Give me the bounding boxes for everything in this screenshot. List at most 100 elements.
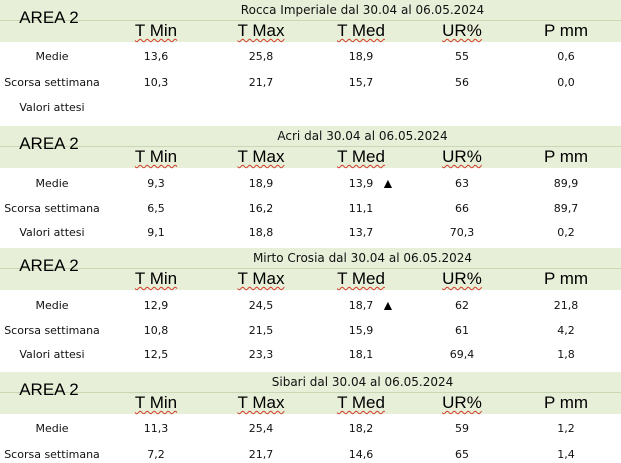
header-divider (0, 20, 621, 21)
column-header: T Min (111, 269, 201, 289)
table-cell: 21,7 (248, 448, 274, 461)
block-header (0, 0, 621, 42)
column-header: T Med (311, 393, 411, 413)
table-cell: 9,3 (147, 177, 165, 190)
table-cell: 18,9 (348, 50, 374, 63)
column-header: UR% (422, 21, 502, 41)
table-cell: 59 (455, 422, 469, 435)
column-header-text: T Min (134, 21, 178, 40)
table-cell: 10,8 (143, 324, 169, 337)
column-header-text: T Med (337, 393, 385, 412)
table-cell: 9,1 (147, 226, 165, 239)
column-header: P mm (526, 393, 606, 413)
area-label: AREA 2 (19, 380, 79, 399)
column-header-text: T Min (134, 147, 178, 166)
column-header: P mm (526, 269, 606, 289)
table-cell: 18,8 (248, 226, 274, 239)
column-header: T Max (211, 269, 311, 289)
column-header-text: T Med (337, 269, 385, 288)
report-block: AREA 2 Acri dal 30.04 al 06.05.2024 T Min T… (0, 126, 621, 248)
table-cell: 6,5 (147, 202, 165, 215)
column-header-text: P mm (543, 269, 589, 288)
table-cell: 11,3 (143, 422, 169, 435)
table-cell: 21,5 (248, 324, 274, 337)
table-cell: 15,7 (348, 76, 374, 89)
area-label: AREA 2 (19, 256, 79, 275)
table-cell: 63 (455, 177, 469, 190)
row-label: Scorsa settimana (4, 202, 100, 215)
column-header-text: P mm (543, 393, 589, 412)
table-cell: 24,5 (248, 299, 274, 312)
table-cell: 69,4 (449, 348, 475, 361)
column-header: P mm (526, 21, 606, 41)
row-label: Medie (35, 422, 69, 435)
table-cell: 65 (455, 448, 469, 461)
block-header (0, 372, 621, 414)
column-header-text: T Max (237, 269, 285, 288)
row-label: Scorsa settimana (4, 448, 100, 461)
table-cell: 0,0 (557, 76, 575, 89)
column-header-text: T Max (237, 393, 285, 412)
table-cell: 4,2 (557, 324, 575, 337)
table-cell: 10,3 (143, 76, 169, 89)
table-cell: 55 (455, 50, 469, 63)
table-cell: 1,2 (557, 422, 575, 435)
table-cell: 21,8 (553, 299, 579, 312)
table-cell: 56 (455, 76, 469, 89)
column-header-text: T Min (134, 269, 178, 288)
column-header-text: T Min (134, 393, 178, 412)
table-cell: 89,9 (553, 177, 579, 190)
block-header (0, 248, 621, 290)
block-title: Mirto Crosia dal 30.04 al 06.05.2024 (252, 251, 473, 265)
column-header-text: T Max (237, 21, 285, 40)
column-header: T Min (111, 21, 201, 41)
table-cell: 7,2 (147, 448, 165, 461)
column-header-text: P mm (543, 147, 589, 166)
row-label: Valori attesi (19, 101, 85, 114)
table-cell: 25,4 (248, 422, 274, 435)
column-header-text: T Max (237, 147, 285, 166)
column-header: T Min (111, 393, 201, 413)
column-header: UR% (422, 393, 502, 413)
block-title: Acri dal 30.04 al 06.05.2024 (277, 129, 448, 143)
table-cell: 18,2 (348, 422, 374, 435)
column-header: UR% (422, 269, 502, 289)
table-cell: 89,7 (553, 202, 579, 215)
row-label: Medie (35, 50, 69, 63)
column-header-text: UR% (442, 393, 482, 412)
area-label: AREA 2 (19, 8, 79, 27)
table-cell: 14,6 (348, 448, 374, 461)
column-header: T Med (311, 147, 411, 167)
column-header: T Max (211, 147, 311, 167)
block-header (0, 126, 621, 168)
table-cell: 23,3 (248, 348, 274, 361)
column-header-text: T Med (337, 147, 385, 166)
column-header: UR% (422, 147, 502, 167)
table-cell: 62 (455, 299, 469, 312)
header-divider (0, 392, 621, 393)
column-header-text: UR% (442, 269, 482, 288)
row-label: Medie (35, 177, 69, 190)
table-cell: 13,6 (143, 50, 169, 63)
table-cell: 61 (455, 324, 469, 337)
row-label: Valori attesi (19, 226, 85, 239)
report-block: AREA 2 Sibari dal 30.04 al 06.05.2024 T Mi… (0, 372, 621, 463)
table-cell: 13,7 (348, 226, 374, 239)
column-header-text: P mm (543, 21, 589, 40)
column-header-text: UR% (442, 147, 482, 166)
table-cell: 18,1 (348, 348, 374, 361)
up-triangle-icon: ▲ (381, 175, 395, 191)
table-cell: 11,1 (348, 202, 374, 215)
table-cell: 25,8 (248, 50, 274, 63)
table-cell: 66 (455, 202, 469, 215)
column-header-text: T Med (337, 21, 385, 40)
column-header: T Max (211, 393, 311, 413)
table-cell: 0,2 (557, 226, 575, 239)
header-divider (0, 268, 621, 269)
up-triangle-icon: ▲ (381, 297, 395, 313)
report-block: AREA 2 Mirto Crosia dal 30.04 al 06.05.20… (0, 248, 621, 372)
table-cell: 13,9 (348, 177, 374, 190)
area-label: AREA 2 (19, 134, 79, 153)
row-label: Valori attesi (19, 348, 85, 361)
report-block: AREA 2 Rocca Imperiale dal 30.04 al 06.05… (0, 0, 621, 126)
